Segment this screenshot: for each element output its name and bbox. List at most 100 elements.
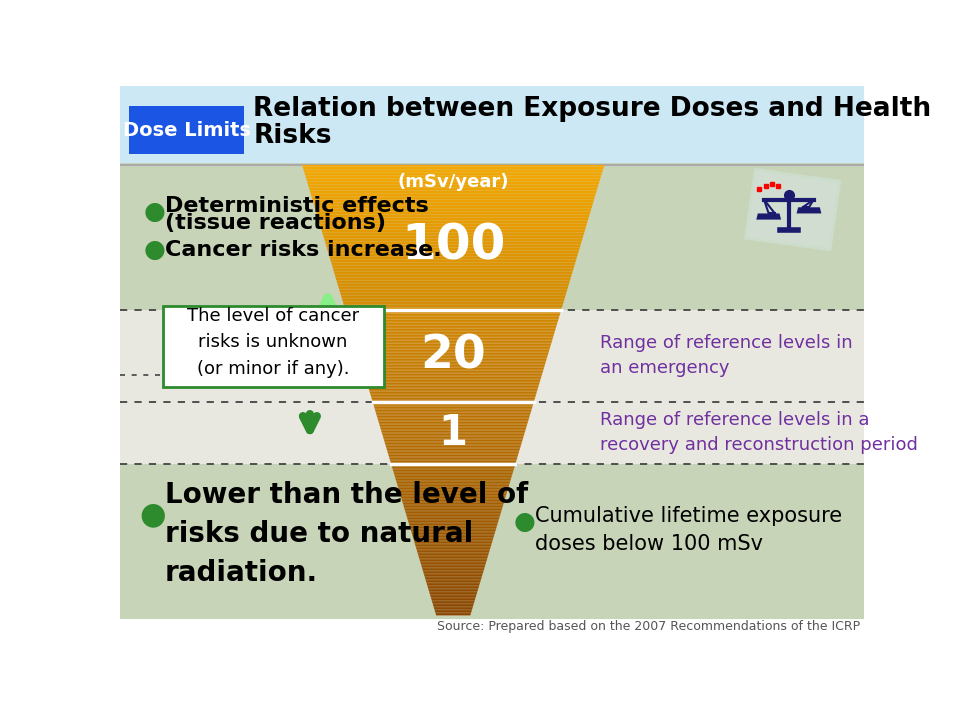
Polygon shape <box>356 345 551 346</box>
Polygon shape <box>324 237 583 238</box>
Polygon shape <box>433 603 474 605</box>
Text: Risks: Risks <box>253 123 332 150</box>
Polygon shape <box>408 521 498 522</box>
Polygon shape <box>393 469 514 472</box>
Polygon shape <box>344 305 563 306</box>
Polygon shape <box>337 281 570 282</box>
Polygon shape <box>431 599 475 600</box>
Polygon shape <box>424 575 482 576</box>
Polygon shape <box>429 591 477 593</box>
Polygon shape <box>392 467 515 468</box>
Text: Lower than the level of
risks due to natural
radiation.: Lower than the level of risks due to nat… <box>165 481 528 587</box>
Polygon shape <box>390 461 516 462</box>
Polygon shape <box>409 523 497 526</box>
Bar <box>130 107 244 154</box>
Polygon shape <box>374 408 532 410</box>
Polygon shape <box>390 459 516 461</box>
Polygon shape <box>420 558 488 560</box>
Polygon shape <box>370 392 537 393</box>
Polygon shape <box>428 590 478 591</box>
Polygon shape <box>398 487 508 490</box>
Polygon shape <box>305 176 601 177</box>
Polygon shape <box>352 333 554 335</box>
Polygon shape <box>395 476 512 477</box>
Polygon shape <box>417 549 490 551</box>
Polygon shape <box>405 510 501 512</box>
Polygon shape <box>371 396 536 397</box>
Polygon shape <box>407 516 500 518</box>
Polygon shape <box>428 588 478 590</box>
Polygon shape <box>435 609 472 611</box>
Polygon shape <box>312 198 594 199</box>
Polygon shape <box>404 509 502 510</box>
Polygon shape <box>435 613 471 614</box>
Polygon shape <box>330 259 576 261</box>
Polygon shape <box>380 426 527 428</box>
Polygon shape <box>316 210 591 212</box>
Polygon shape <box>315 207 592 209</box>
Polygon shape <box>359 357 547 359</box>
Polygon shape <box>373 405 533 407</box>
Polygon shape <box>420 562 487 563</box>
Polygon shape <box>363 368 544 369</box>
Text: Cancer risks increase.: Cancer risks increase. <box>165 240 442 261</box>
Polygon shape <box>357 351 549 353</box>
Polygon shape <box>426 581 481 582</box>
Polygon shape <box>371 395 536 396</box>
Polygon shape <box>342 297 565 299</box>
Polygon shape <box>391 464 516 465</box>
Polygon shape <box>367 381 540 382</box>
Polygon shape <box>330 258 577 259</box>
Polygon shape <box>331 264 575 266</box>
Polygon shape <box>418 552 489 554</box>
Polygon shape <box>318 216 589 217</box>
Polygon shape <box>428 587 479 588</box>
Polygon shape <box>324 241 582 243</box>
Polygon shape <box>320 225 587 227</box>
Polygon shape <box>338 287 568 288</box>
Polygon shape <box>305 174 602 176</box>
Polygon shape <box>337 284 569 285</box>
Polygon shape <box>337 282 569 284</box>
Polygon shape <box>316 212 590 213</box>
Polygon shape <box>383 438 523 440</box>
Polygon shape <box>303 169 603 171</box>
Polygon shape <box>310 191 597 192</box>
Polygon shape <box>399 492 507 494</box>
Polygon shape <box>370 393 537 395</box>
Polygon shape <box>334 271 573 273</box>
Polygon shape <box>389 456 517 458</box>
Polygon shape <box>398 490 508 491</box>
Polygon shape <box>419 557 488 558</box>
Polygon shape <box>331 263 575 264</box>
Polygon shape <box>309 189 597 191</box>
Polygon shape <box>420 563 486 564</box>
Polygon shape <box>325 245 581 246</box>
Polygon shape <box>355 343 551 345</box>
Polygon shape <box>310 192 596 194</box>
Polygon shape <box>346 310 561 312</box>
Polygon shape <box>372 402 534 404</box>
Polygon shape <box>396 477 512 479</box>
Polygon shape <box>392 465 515 467</box>
Polygon shape <box>360 360 546 361</box>
Polygon shape <box>357 350 549 351</box>
Polygon shape <box>303 168 604 169</box>
Polygon shape <box>302 166 604 168</box>
Polygon shape <box>324 238 583 240</box>
Polygon shape <box>415 544 492 545</box>
Polygon shape <box>418 554 489 555</box>
Text: ●: ● <box>143 200 165 224</box>
Text: Deterministic effects: Deterministic effects <box>165 196 429 216</box>
Polygon shape <box>306 179 600 180</box>
Polygon shape <box>355 342 552 343</box>
Polygon shape <box>436 614 470 616</box>
Polygon shape <box>375 410 532 411</box>
Polygon shape <box>335 276 571 277</box>
Text: Cumulative lifetime exposure
doses below 100 mSv: Cumulative lifetime exposure doses below… <box>535 506 842 554</box>
Polygon shape <box>433 605 473 606</box>
Polygon shape <box>332 267 574 269</box>
Polygon shape <box>385 444 521 446</box>
Polygon shape <box>426 582 480 584</box>
Polygon shape <box>407 518 499 519</box>
